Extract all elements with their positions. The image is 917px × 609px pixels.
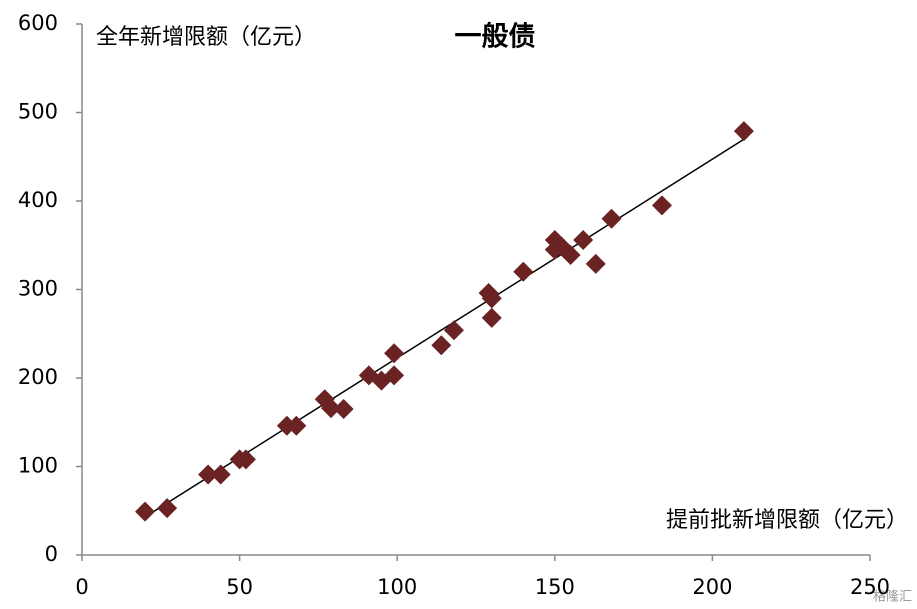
- point: [431, 335, 452, 356]
- point: [481, 288, 502, 309]
- point: [321, 398, 342, 419]
- chart-title: 一般债: [455, 21, 536, 53]
- point: [384, 343, 405, 364]
- point: [585, 253, 606, 274]
- point: [513, 261, 534, 282]
- y-axis-label: 全年新增限额（亿元）: [96, 25, 316, 50]
- watermark: 格隆汇: [873, 589, 912, 605]
- x-tick-label: 250: [850, 575, 890, 599]
- x-axis-label: 提前批新增限额（亿元）: [666, 508, 908, 533]
- y-tick-label: 500: [18, 100, 58, 124]
- point: [198, 464, 219, 485]
- y-tick-label: 200: [18, 365, 58, 389]
- y-tick-label: 0: [45, 542, 58, 566]
- point: [135, 501, 156, 522]
- point: [481, 307, 502, 328]
- y-tick-label: 300: [18, 277, 58, 301]
- point: [286, 415, 307, 436]
- x-tick-label: 100: [377, 575, 417, 599]
- point: [560, 244, 581, 265]
- x-tick-label: 50: [226, 575, 253, 599]
- y-tick-label: 600: [18, 11, 58, 35]
- point: [573, 229, 594, 250]
- y-tick-label: 400: [18, 188, 58, 212]
- point: [157, 498, 178, 519]
- point: [210, 464, 231, 485]
- point: [733, 121, 754, 142]
- point: [443, 320, 464, 341]
- point: [333, 398, 354, 419]
- point: [551, 236, 572, 257]
- x-tick-label: 200: [692, 575, 732, 599]
- y-tick-label: 100: [18, 454, 58, 478]
- point: [235, 449, 256, 470]
- point: [601, 208, 622, 229]
- x-tick-label: 150: [535, 575, 575, 599]
- x-tick-label: 0: [75, 575, 88, 599]
- point: [651, 195, 672, 216]
- point: [384, 365, 405, 386]
